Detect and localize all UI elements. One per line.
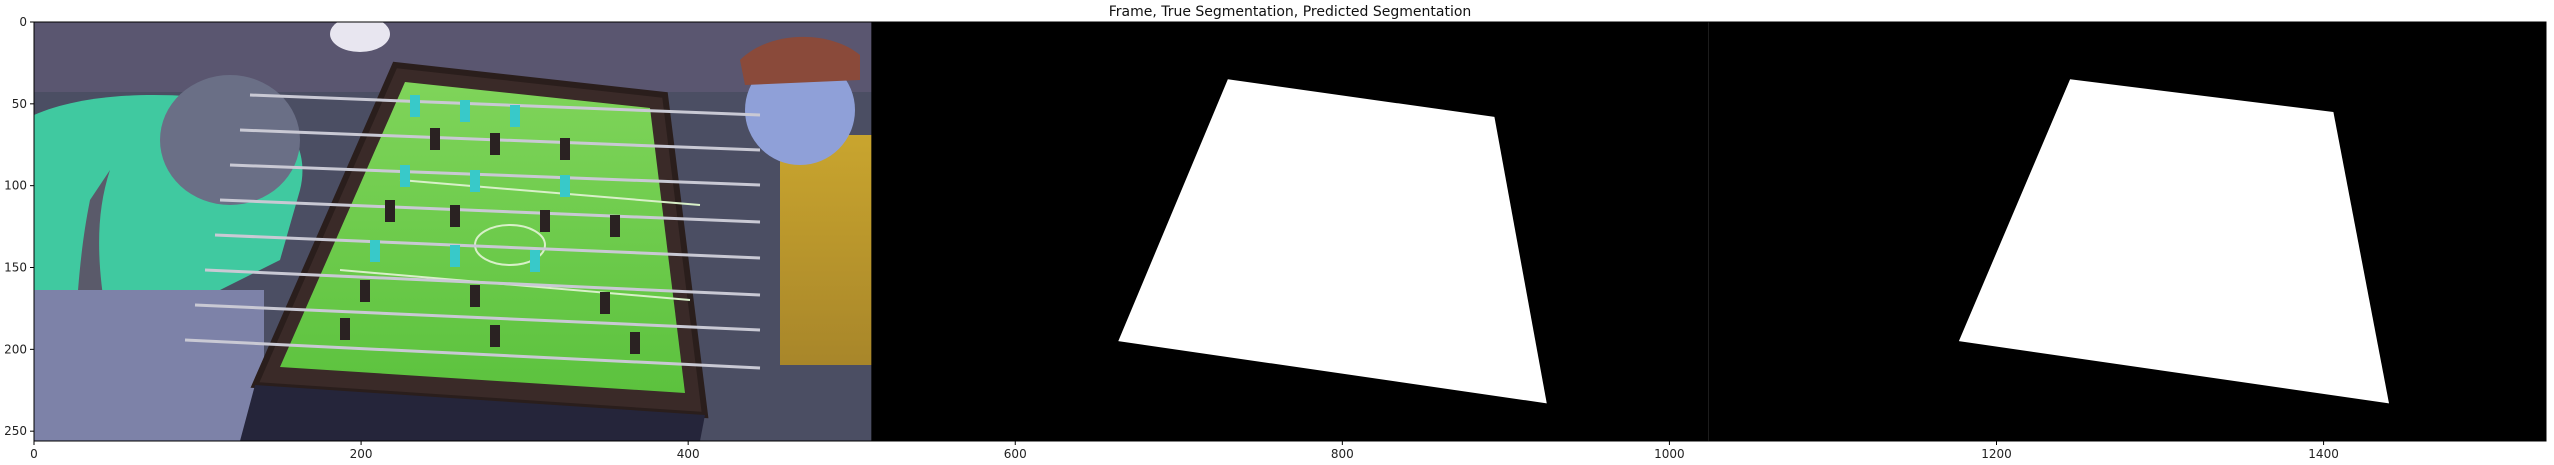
plot-area [34, 22, 2546, 441]
y-tick-label: 0 [19, 15, 27, 29]
x-tick-label: 1200 [1981, 447, 2012, 461]
frame-table-rods [184, 93, 761, 370]
frame-person-right-cap [740, 36, 860, 85]
frame-foosmen [340, 95, 640, 354]
x-tick-label: 1400 [2308, 447, 2339, 461]
frame-person-left-jeans [34, 290, 264, 441]
predicted-segmentation-mask [1958, 79, 2389, 404]
x-tick-label: 1000 [1654, 447, 1685, 461]
y-tick-label: 150 [4, 261, 27, 275]
x-tick-label: 400 [677, 447, 700, 461]
true-segmentation-panel [871, 22, 1709, 441]
frame-person-right-shirt [780, 135, 872, 365]
x-tick-label: 600 [1004, 447, 1027, 461]
frame-table-front [240, 385, 705, 441]
x-tick-label: 800 [1331, 447, 1354, 461]
frame-image-panel [34, 22, 872, 441]
axes-frame [33, 21, 2547, 442]
x-tick-label: 200 [350, 447, 373, 461]
predicted-segmentation-panel [1708, 22, 2546, 441]
frame-person-left-head [160, 75, 300, 205]
y-axis: 0 50 100 150 200 250 [4, 15, 34, 438]
x-axis: 0 200 400 600 800 1000 1200 1400 [30, 441, 2339, 461]
y-tick-label: 100 [4, 179, 27, 193]
frame-bright-spot [330, 22, 390, 52]
frame-table-field [280, 82, 685, 393]
y-tick-label: 200 [4, 342, 27, 356]
y-tick-label: 250 [4, 424, 27, 438]
chart-title: Frame, True Segmentation, Predicted Segm… [1109, 4, 1472, 20]
true-segmentation-mask [1118, 79, 1547, 404]
y-tick-label: 50 [12, 97, 27, 111]
x-tick-label: 0 [30, 447, 38, 461]
